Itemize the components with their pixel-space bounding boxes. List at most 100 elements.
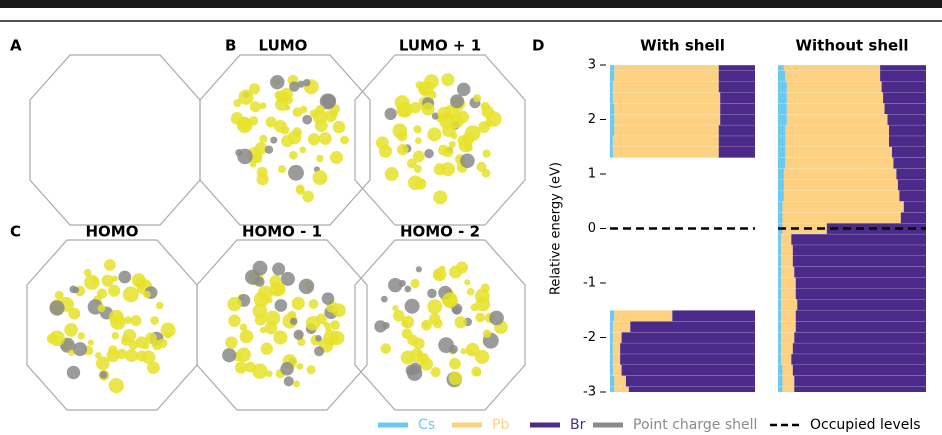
bond bbox=[25, 134, 205, 140]
orbital-lobe bbox=[433, 163, 446, 176]
bond bbox=[193, 50, 199, 230]
bond bbox=[195, 142, 375, 222]
orbital-title: LUMO bbox=[259, 37, 308, 55]
bond bbox=[121, 50, 127, 230]
level-segment bbox=[610, 386, 615, 392]
bond bbox=[192, 319, 372, 325]
subplot-title: Without shell bbox=[796, 37, 909, 55]
level-segment bbox=[900, 212, 926, 224]
orbital-lobe bbox=[448, 371, 463, 386]
level-segment bbox=[780, 255, 793, 267]
orbital-lobe bbox=[157, 338, 168, 349]
orbital-lobe bbox=[476, 161, 487, 172]
orbital-lobe bbox=[448, 140, 456, 148]
bond bbox=[195, 62, 375, 68]
shell-outline bbox=[196, 239, 368, 411]
orbital-lobe bbox=[96, 288, 108, 299]
y-tick-label: 0 bbox=[588, 221, 596, 236]
y-tick-label: -2 bbox=[583, 330, 596, 345]
orbital-lobe bbox=[480, 283, 490, 293]
level-segment bbox=[786, 114, 888, 125]
bond bbox=[482, 235, 488, 415]
bond bbox=[205, 50, 211, 230]
bond bbox=[190, 235, 196, 415]
level-segment bbox=[783, 179, 898, 191]
level-segment bbox=[897, 179, 926, 191]
bond bbox=[25, 82, 205, 162]
level-segment bbox=[780, 332, 795, 343]
level-segment bbox=[778, 255, 781, 267]
y-tick-label: 1 bbox=[588, 167, 596, 182]
bond bbox=[530, 50, 536, 230]
orbital-lobe bbox=[287, 130, 302, 145]
level-segment bbox=[778, 146, 786, 158]
level-segment bbox=[778, 135, 786, 147]
bond bbox=[470, 235, 476, 415]
level-segment bbox=[785, 135, 889, 147]
bond bbox=[192, 355, 372, 361]
bond bbox=[192, 403, 372, 409]
orbital-lobe bbox=[234, 361, 248, 374]
orbital-lobe bbox=[401, 328, 413, 340]
level-segment bbox=[778, 310, 781, 322]
structure bbox=[192, 235, 372, 435]
orbital-lobe bbox=[421, 102, 435, 116]
orbital-lobe bbox=[332, 303, 346, 318]
level-segment bbox=[612, 321, 631, 333]
bond bbox=[350, 158, 530, 164]
orbital-lobe bbox=[103, 259, 116, 271]
level-segment bbox=[612, 92, 721, 104]
bond bbox=[350, 339, 530, 419]
orbital-lobe bbox=[384, 107, 397, 120]
level-segment bbox=[720, 92, 755, 104]
orbital-lobe bbox=[257, 285, 273, 301]
orbital-lobe bbox=[256, 166, 268, 178]
bond bbox=[362, 50, 368, 230]
orbital-lobe bbox=[478, 121, 491, 134]
orbital-lobe bbox=[280, 271, 295, 286]
level-segment bbox=[795, 321, 926, 333]
orbital-lobe bbox=[145, 332, 157, 345]
level-segment bbox=[899, 190, 926, 202]
level-segment bbox=[612, 81, 719, 93]
bond bbox=[154, 235, 160, 415]
orbital-lobe bbox=[466, 287, 475, 296]
orbital-lobe bbox=[397, 143, 409, 156]
orbital-lobe bbox=[474, 369, 482, 377]
orbital-lobe bbox=[280, 362, 294, 376]
level-segment bbox=[797, 299, 926, 311]
bond bbox=[58, 235, 64, 415]
bond bbox=[518, 235, 524, 415]
orbital-lobe bbox=[233, 99, 242, 107]
level-segment bbox=[612, 342, 621, 354]
level-segment bbox=[718, 135, 755, 147]
legend-label: Cs bbox=[418, 417, 435, 433]
y-tick-label: -3 bbox=[583, 385, 596, 400]
orbital-lobe bbox=[329, 151, 343, 165]
orbital-lobe bbox=[433, 190, 448, 205]
bond bbox=[85, 50, 91, 230]
orbital-lobe bbox=[449, 113, 464, 129]
legend-label: Pb bbox=[492, 417, 509, 433]
bond bbox=[25, 130, 205, 210]
level-segment bbox=[778, 266, 781, 278]
orbital-lobe bbox=[410, 278, 420, 289]
level-segment bbox=[778, 364, 783, 376]
bond bbox=[192, 315, 372, 395]
orbital-lobe bbox=[277, 165, 287, 174]
orbital-lobe bbox=[252, 154, 259, 162]
level-segment bbox=[778, 124, 786, 136]
orbital-lobe bbox=[406, 158, 417, 169]
orbital-lobe bbox=[340, 135, 349, 145]
level-segment bbox=[783, 190, 900, 202]
bond bbox=[192, 375, 372, 435]
bond bbox=[300, 235, 306, 415]
level-segment bbox=[893, 157, 926, 169]
bond bbox=[204, 235, 210, 415]
level-segment bbox=[794, 266, 926, 278]
panel-label: C bbox=[10, 223, 21, 241]
bond bbox=[243, 50, 249, 230]
bond bbox=[195, 146, 375, 152]
bond bbox=[97, 50, 103, 230]
level-segment bbox=[778, 332, 781, 343]
